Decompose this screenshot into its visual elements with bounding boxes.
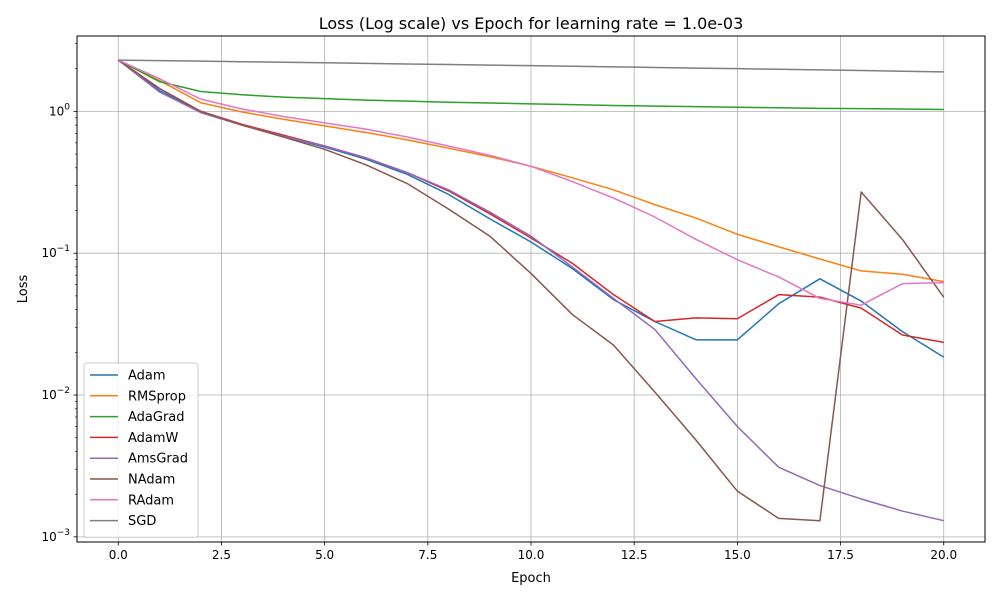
x-tick-label: 17.5 xyxy=(827,548,854,562)
legend-label: AdamW xyxy=(128,431,179,446)
legend-label: NAdam xyxy=(128,473,175,488)
legend: Adam RMSprop AdaGrad AdamW AmsGrad NAdam RAdam… xyxy=(83,362,199,538)
series-lines xyxy=(117,59,945,522)
y-axis-title: Loss xyxy=(16,275,31,304)
y-tick-base: 10 xyxy=(41,388,56,402)
series-line-adamw xyxy=(117,59,944,344)
series-line-adagrad xyxy=(117,59,944,111)
y-tick-label: 100 xyxy=(49,102,70,118)
x-tick-label: 10.0 xyxy=(518,548,545,562)
series-line-nadam xyxy=(117,59,945,522)
x-axis-title: Epoch xyxy=(511,571,551,586)
y-tick-base: 10 xyxy=(41,530,56,544)
legend-label: SGD xyxy=(128,514,156,529)
x-tick-label: 7.5 xyxy=(418,548,437,562)
x-tick-label: 0.0 xyxy=(109,548,128,562)
x-tick-label: 12.5 xyxy=(621,548,648,562)
y-tick-label: 10−2 xyxy=(41,386,70,402)
y-tick-exponent: −1 xyxy=(57,244,70,254)
x-tick-label: 2.5 xyxy=(212,548,231,562)
series-line-sgd xyxy=(118,59,944,73)
legend-label: RMSprop xyxy=(128,389,186,404)
legend-label: AdaGrad xyxy=(128,410,185,425)
legend-label: AmsGrad xyxy=(128,452,188,467)
y-tick-label: 10−3 xyxy=(41,528,70,544)
y-tick-base: 10 xyxy=(41,246,56,260)
y-tick-exponent: −3 xyxy=(57,528,70,538)
y-tick-exponent: 0 xyxy=(64,102,70,112)
y-tick-base: 10 xyxy=(49,104,64,118)
legend-box xyxy=(83,362,199,538)
x-tick-label: 15.0 xyxy=(724,548,751,562)
y-tick-label: 10−1 xyxy=(41,244,70,260)
y-tick-exponent: −2 xyxy=(57,386,70,396)
x-tick-label: 5.0 xyxy=(315,548,334,562)
legend-label: Adam xyxy=(128,369,166,384)
x-axis: 0.0 2.5 5.0 7.5 10.0 12.5 15.0 17.5 20.0 xyxy=(109,542,957,562)
x-tick-label: 20.0 xyxy=(930,548,957,562)
chart-title: Loss (Log scale) vs Epoch for learning r… xyxy=(319,14,744,33)
series-line-radam xyxy=(117,59,944,306)
legend-label: RAdam xyxy=(128,493,174,508)
gridlines xyxy=(77,36,985,542)
